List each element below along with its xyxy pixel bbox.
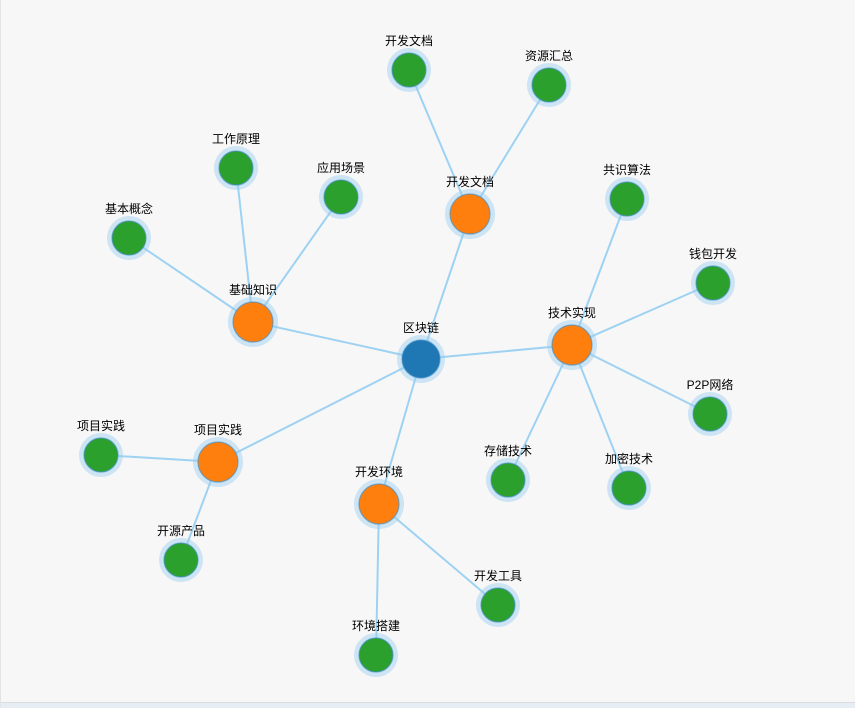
graph-edge	[571, 344, 711, 415]
graph-node-gongshisuanfa[interactable]	[609, 181, 645, 217]
graph-node-ziyuanhuizong[interactable]	[531, 67, 567, 103]
graph-node-label-cunchujishu: 存储技术	[484, 443, 532, 458]
graph-node-xiangmushijian-b[interactable]	[197, 441, 239, 483]
graph-node-label-jiamijishu: 加密技术	[605, 451, 653, 466]
graph-node-kaifagongju[interactable]	[480, 587, 516, 623]
graph-edge	[408, 69, 471, 215]
graph-edge	[571, 344, 630, 489]
graph-node-jichuzhishi[interactable]	[232, 301, 274, 343]
graph-node-yingyongchangjing[interactable]	[323, 179, 359, 215]
graph-node-label-jibengainian: 基本概念	[105, 201, 153, 216]
graph-node-label-qianbaokaifa: 钱包开发	[689, 246, 737, 261]
graph-node-xiangmushijian-l[interactable]	[83, 437, 119, 473]
graph-node-label-gongzuoyuanli: 工作原理	[212, 132, 260, 146]
graph-node-label-kaifawendang-b: 开发文档	[446, 174, 494, 189]
graph-node-label-kaifahuanjing: 开发环境	[355, 464, 403, 479]
graph-edge	[375, 503, 380, 656]
graph-node-label-yingyongchangjing: 应用场景	[317, 160, 365, 175]
graph-edge	[507, 344, 573, 481]
graph-node-root[interactable]	[401, 339, 441, 379]
graph-edge	[571, 198, 628, 346]
graph-node-p2pwangluo[interactable]	[692, 396, 728, 432]
graph-edge	[378, 358, 422, 505]
graph-node-label-xiangmushijian-l: 项目实践	[77, 418, 125, 433]
graph-edge	[469, 84, 550, 215]
graph-edge	[217, 358, 422, 463]
graph-node-kaifawendang-b[interactable]	[449, 193, 491, 235]
graph-node-kaifawendang-l[interactable]	[391, 52, 427, 88]
graph-node-label-ziyuanhuizong: 资源汇总	[525, 49, 573, 63]
graph-node-gongzuoyuanli[interactable]	[218, 150, 254, 186]
graph-edge	[235, 167, 254, 323]
graph-node-kaiyuanchanpin[interactable]	[163, 542, 199, 578]
graph-edge	[571, 282, 714, 346]
graph-node-label-kaifagongju: 开发工具	[474, 568, 522, 583]
graph-node-label-xiangmushijian-b: 项目实践	[194, 422, 242, 437]
graph-node-label-huanjingdajian: 环境搭建	[352, 618, 400, 633]
graph-edge	[252, 196, 342, 323]
graph-node-jiamijishu[interactable]	[611, 470, 647, 506]
graph-node-kaifahuanjing[interactable]	[358, 483, 400, 525]
graph-node-huanjingdajian[interactable]	[358, 637, 394, 673]
graph-node-label-jishushixian: 技术实现	[548, 305, 596, 320]
graph-node-label-jichuzhishi: 基础知识	[229, 283, 277, 297]
graph-edge	[420, 213, 471, 360]
graph-node-label-kaifawendang-l: 开发文档	[385, 33, 433, 48]
graph-node-label-root: 区块链	[403, 320, 439, 335]
graph-node-label-kaiyuanchanpin: 开源产品	[157, 524, 205, 538]
graph-edge	[128, 237, 254, 323]
graph-edge	[420, 344, 573, 360]
graph-node-label-gongshisuanfa: 共识算法	[603, 162, 651, 177]
graph-node-qianbaokaifa[interactable]	[695, 265, 731, 301]
graph-edge	[378, 503, 499, 606]
graph-node-jishushixian[interactable]	[551, 324, 593, 366]
graph-node-cunchujishu[interactable]	[490, 462, 526, 498]
graph-edge	[252, 321, 422, 360]
graph-node-label-p2pwangluo: P2P网络	[687, 377, 734, 392]
bottom-scroll-strip	[1, 702, 855, 708]
graph-node-jibengainian[interactable]	[111, 220, 147, 256]
